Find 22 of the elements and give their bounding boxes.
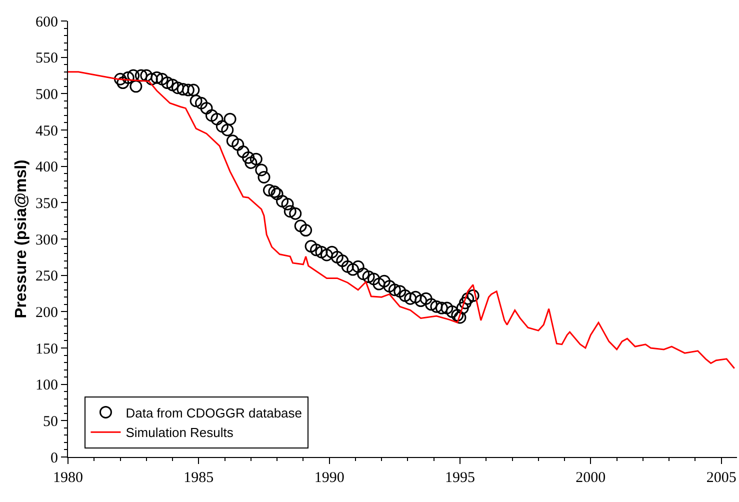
x-tick-label: 1985: [184, 470, 214, 486]
y-tick-label: 200: [36, 304, 58, 321]
y-tick-label: 50: [43, 414, 58, 430]
x-tick-label: 2000: [576, 470, 606, 486]
y-tick-label: 400: [36, 160, 58, 176]
x-tick-label: 2005: [706, 470, 736, 486]
y-tick-label: 300: [36, 232, 58, 248]
y-tick-label: 600: [36, 14, 58, 30]
y-tick-label: 450: [36, 123, 58, 140]
legend-label: Data from CDOGGR database: [126, 405, 302, 420]
legend-label: Simulation Results: [126, 425, 234, 440]
x-tick-label: 1980: [53, 470, 83, 486]
y-tick-label: 0: [50, 450, 58, 466]
y-tick-label: 350: [36, 196, 58, 212]
x-tick-label: 1990: [314, 470, 344, 486]
y-tick-label: 250: [36, 268, 58, 285]
y-tick-label: 150: [36, 341, 58, 358]
y-tick-label: 500: [36, 86, 58, 103]
y-tick-label: 550: [36, 50, 58, 67]
y-tick-label: 100: [36, 378, 58, 394]
y-axis-title: Pressure (psia@msl): [13, 160, 30, 318]
x-tick-label: 1995: [444, 470, 475, 486]
